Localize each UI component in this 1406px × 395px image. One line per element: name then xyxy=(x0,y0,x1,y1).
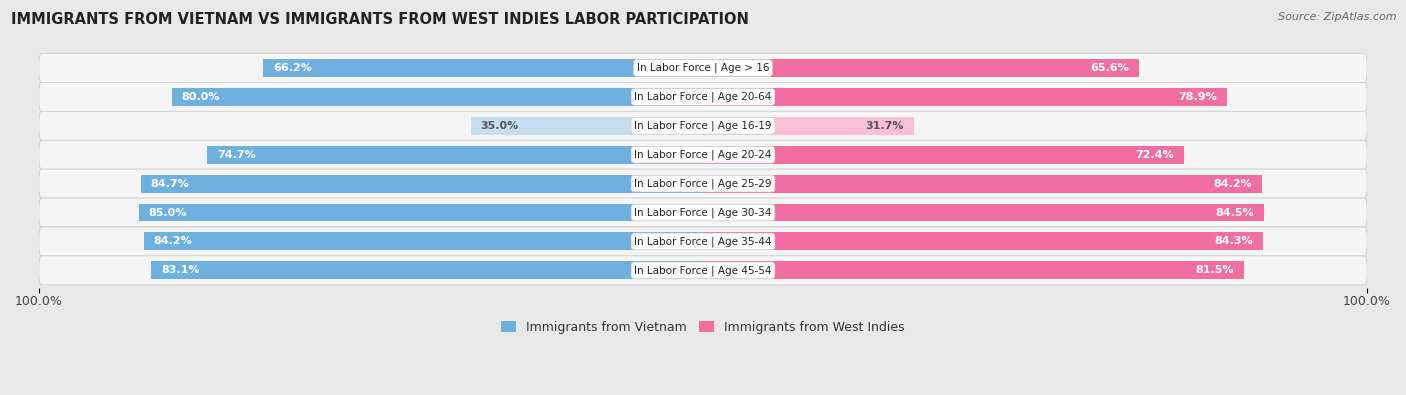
Bar xyxy=(141,175,703,193)
Text: In Labor Force | Age > 16: In Labor Force | Age > 16 xyxy=(637,63,769,73)
Text: 84.2%: 84.2% xyxy=(1213,179,1253,188)
Bar xyxy=(703,88,1227,106)
Bar xyxy=(263,59,703,77)
Bar xyxy=(139,203,703,222)
Bar xyxy=(703,233,1263,250)
Bar xyxy=(703,146,1184,164)
FancyBboxPatch shape xyxy=(39,256,1367,285)
Text: 85.0%: 85.0% xyxy=(149,207,187,218)
Text: In Labor Force | Age 20-24: In Labor Force | Age 20-24 xyxy=(634,149,772,160)
Text: In Labor Force | Age 16-19: In Labor Force | Age 16-19 xyxy=(634,120,772,131)
Bar xyxy=(152,261,703,279)
FancyBboxPatch shape xyxy=(39,198,1367,227)
FancyBboxPatch shape xyxy=(39,53,1367,83)
Text: Source: ZipAtlas.com: Source: ZipAtlas.com xyxy=(1278,12,1396,22)
Bar xyxy=(703,117,914,135)
Text: 84.3%: 84.3% xyxy=(1215,237,1253,246)
FancyBboxPatch shape xyxy=(39,169,1367,198)
Text: 78.9%: 78.9% xyxy=(1178,92,1218,102)
Text: 84.2%: 84.2% xyxy=(153,237,193,246)
Text: 80.0%: 80.0% xyxy=(181,92,221,102)
FancyBboxPatch shape xyxy=(39,140,1367,169)
Text: In Labor Force | Age 45-54: In Labor Force | Age 45-54 xyxy=(634,265,772,276)
Text: In Labor Force | Age 20-64: In Labor Force | Age 20-64 xyxy=(634,92,772,102)
Bar xyxy=(703,261,1244,279)
Bar xyxy=(143,233,703,250)
Text: 81.5%: 81.5% xyxy=(1195,265,1234,275)
Bar xyxy=(703,59,1139,77)
Bar xyxy=(471,117,703,135)
Bar xyxy=(172,88,703,106)
Text: 83.1%: 83.1% xyxy=(162,265,200,275)
Text: 74.7%: 74.7% xyxy=(217,150,256,160)
Text: 84.7%: 84.7% xyxy=(150,179,190,188)
Bar xyxy=(703,203,1264,222)
Text: 65.6%: 65.6% xyxy=(1090,63,1129,73)
Text: 31.7%: 31.7% xyxy=(865,121,904,131)
Text: In Labor Force | Age 25-29: In Labor Force | Age 25-29 xyxy=(634,179,772,189)
FancyBboxPatch shape xyxy=(39,227,1367,256)
Bar xyxy=(207,146,703,164)
Text: 35.0%: 35.0% xyxy=(481,121,519,131)
Text: 66.2%: 66.2% xyxy=(273,63,312,73)
Text: 84.5%: 84.5% xyxy=(1216,207,1254,218)
Text: IMMIGRANTS FROM VIETNAM VS IMMIGRANTS FROM WEST INDIES LABOR PARTICIPATION: IMMIGRANTS FROM VIETNAM VS IMMIGRANTS FR… xyxy=(11,12,749,27)
Bar xyxy=(703,175,1263,193)
FancyBboxPatch shape xyxy=(39,111,1367,140)
Legend: Immigrants from Vietnam, Immigrants from West Indies: Immigrants from Vietnam, Immigrants from… xyxy=(501,321,905,334)
Text: In Labor Force | Age 30-34: In Labor Force | Age 30-34 xyxy=(634,207,772,218)
Text: 72.4%: 72.4% xyxy=(1135,150,1174,160)
FancyBboxPatch shape xyxy=(39,83,1367,111)
Text: In Labor Force | Age 35-44: In Labor Force | Age 35-44 xyxy=(634,236,772,247)
